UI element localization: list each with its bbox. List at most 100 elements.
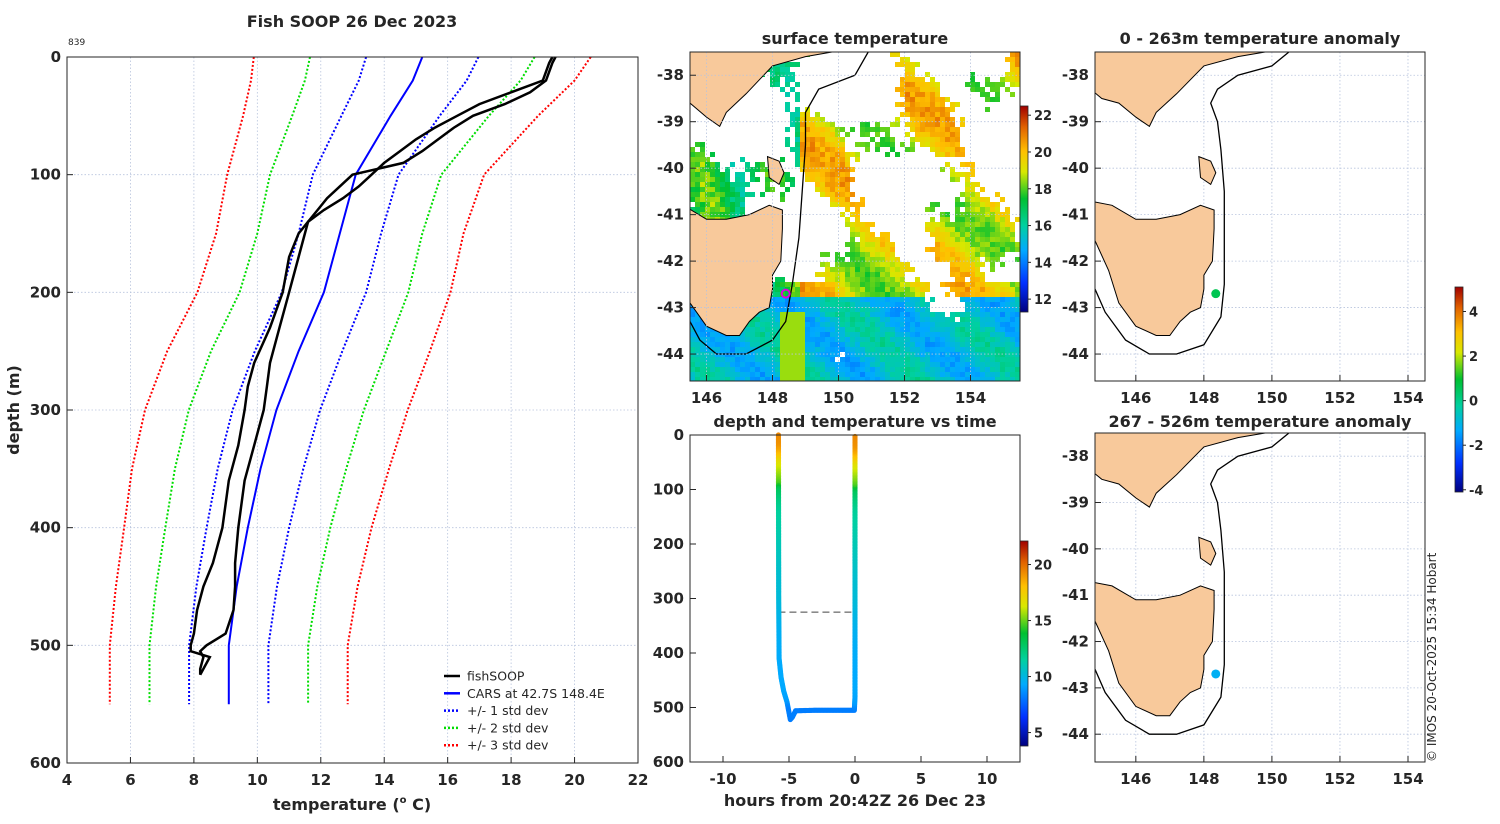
sst-cell	[960, 227, 965, 232]
sst-cell	[790, 357, 795, 362]
sst-cell	[795, 127, 800, 132]
sst-cell	[1000, 342, 1005, 347]
sst-cell	[820, 352, 825, 357]
sst-cell	[1005, 312, 1010, 317]
sst-cell	[985, 97, 990, 102]
sst-cell	[985, 367, 990, 372]
sst-cell	[945, 142, 950, 147]
sst-cell	[865, 282, 870, 287]
sst-cell	[860, 327, 865, 332]
sst-cell	[925, 352, 930, 357]
sst-cell	[950, 152, 955, 157]
sst-cell	[855, 352, 860, 357]
sst-cell	[825, 352, 830, 357]
sst-cell	[980, 92, 985, 97]
time-colorbar	[1019, 540, 1029, 747]
sst-cell	[1000, 312, 1005, 317]
sst-cell	[765, 177, 770, 182]
sst-cell	[705, 157, 710, 162]
sst-cell	[1000, 237, 1005, 242]
sst-cell	[890, 342, 895, 347]
sst-cell	[860, 222, 865, 227]
sst-cell	[945, 332, 950, 337]
sst-cell	[965, 267, 970, 272]
sst-cell	[975, 82, 980, 87]
sst-cell	[940, 317, 945, 322]
sst-cell	[895, 372, 900, 377]
sst-cell	[785, 337, 790, 342]
sst-cell	[1010, 52, 1015, 57]
sst-cell	[785, 362, 790, 367]
sst-cell	[735, 377, 740, 381]
sst-cell	[960, 322, 965, 327]
sst-land-mainland	[690, 52, 833, 128]
sst-cell	[920, 117, 925, 122]
sst-cell	[880, 137, 885, 142]
sst-cell	[760, 317, 765, 322]
profile-title: Fish SOOP 26 Dec 2023	[247, 12, 457, 31]
sst-cell	[1005, 222, 1010, 227]
sst-cell	[895, 342, 900, 347]
sst-cell	[880, 362, 885, 367]
sst-cell	[705, 372, 710, 377]
sst-cell	[835, 297, 840, 302]
sst-cell	[840, 177, 845, 182]
sst-cell	[890, 287, 895, 292]
sst-cell	[845, 337, 850, 342]
sst-cell	[695, 197, 700, 202]
sst-cell	[990, 247, 995, 252]
sst-cell	[805, 287, 810, 292]
sst-cell	[935, 102, 940, 107]
sst-cell	[880, 367, 885, 372]
sst-cell	[960, 347, 965, 352]
sst-cell	[975, 342, 980, 347]
sst-cell	[825, 302, 830, 307]
sst-cell	[905, 267, 910, 272]
sst-cell	[765, 372, 770, 377]
sst-cell	[970, 317, 975, 322]
sst-cell	[910, 117, 915, 122]
sst-cell	[885, 362, 890, 367]
sst-cell	[855, 247, 860, 252]
sst-cell	[905, 262, 910, 267]
sst-cell	[1005, 87, 1010, 92]
sst-cell	[940, 327, 945, 332]
sst-cell	[890, 247, 895, 252]
sst-cell	[790, 77, 795, 82]
sst-cell	[900, 57, 905, 62]
sst-cell	[810, 362, 815, 367]
sst-cell	[840, 302, 845, 307]
sst-cell	[1015, 347, 1020, 352]
sst-cell	[965, 182, 970, 187]
sst-cell	[805, 332, 810, 337]
sst-cell	[865, 147, 870, 152]
time-ytick-label: 600	[653, 753, 684, 771]
sst-cell	[905, 347, 910, 352]
sst-cell	[920, 77, 925, 82]
sst-cell	[885, 302, 890, 307]
sst-cell	[960, 122, 965, 127]
sst-cell	[735, 367, 740, 372]
sst-cell	[1000, 252, 1005, 257]
sst-cell	[795, 282, 800, 287]
sst-cell	[700, 332, 705, 337]
sst-cell	[880, 282, 885, 287]
sst-cell	[890, 307, 895, 312]
sst-cell	[1015, 352, 1020, 357]
sst-colorbar-tick-label: 12	[1034, 293, 1052, 308]
sst-cell	[975, 182, 980, 187]
sst-cell	[885, 152, 890, 157]
sst-cell	[795, 107, 800, 112]
sst-cell	[860, 247, 865, 252]
sst-cell	[900, 102, 905, 107]
sst-cell	[850, 237, 855, 242]
sst-axes: 146 148 150 152 154-38-39-40-41-42-43-44	[657, 52, 1020, 407]
sst-cell	[910, 322, 915, 327]
sst-cell	[1000, 262, 1005, 267]
sst-cell	[855, 227, 860, 232]
sst-cell	[830, 287, 835, 292]
sst-cell	[995, 367, 1000, 372]
sst-cell	[930, 222, 935, 227]
sst-xtick-label: 148	[757, 389, 788, 407]
sst-cell	[1010, 332, 1015, 337]
